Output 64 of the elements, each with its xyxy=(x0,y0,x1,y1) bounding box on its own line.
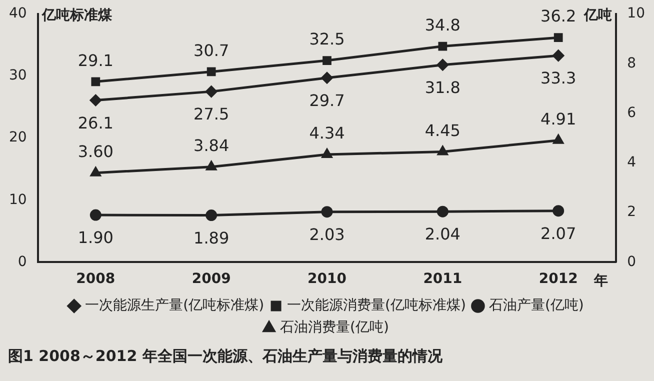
point xyxy=(552,205,564,217)
data-label: 4.45 xyxy=(424,120,460,140)
point xyxy=(321,206,333,218)
y-tick-label: 20 xyxy=(8,130,27,146)
point xyxy=(206,161,216,170)
point xyxy=(206,67,216,76)
data-label: 2.07 xyxy=(540,224,576,243)
data-label: 29.1 xyxy=(78,50,114,70)
y-tick-label: 30 xyxy=(8,68,27,84)
x-tick-label: 2011 xyxy=(423,271,462,288)
y2-tick-label: 8 xyxy=(627,55,636,72)
x-tick-label: 2008 xyxy=(76,271,116,288)
point xyxy=(552,50,564,62)
y2-tick-label: 10 xyxy=(627,6,646,22)
point xyxy=(322,148,332,158)
y-tick-label: 10 xyxy=(8,192,27,208)
point xyxy=(436,206,448,218)
point xyxy=(90,209,102,221)
y2-tick-label: 6 xyxy=(627,104,636,121)
legend-label: 石油消费量(亿吨) xyxy=(280,320,389,336)
text: 图1 2008～2012 年全国一次能源、石油生产量与消费量的情况 xyxy=(7,346,444,367)
data-label: 4.34 xyxy=(309,124,345,143)
point xyxy=(553,134,564,144)
data-label: 29.7 xyxy=(309,91,345,110)
x-tick-label: 2012 xyxy=(538,271,578,288)
legend-label: 一次能源消费量(亿吨标准煤) xyxy=(287,298,466,314)
data-label: 1.89 xyxy=(194,228,230,248)
data-label: 36.2 xyxy=(540,6,576,26)
data-label: 31.8 xyxy=(424,78,460,98)
data-label: 1.90 xyxy=(78,228,114,248)
y2-axis-title: 亿吨 xyxy=(583,8,612,24)
y-axis-title: 亿吨标准煤 xyxy=(40,8,113,24)
data-label: 2.04 xyxy=(424,224,460,244)
data-label: 3.84 xyxy=(194,136,230,156)
point xyxy=(438,146,448,156)
legend-label: 石油产量(亿吨) xyxy=(488,298,584,314)
y2-tick-label: 4 xyxy=(627,154,636,171)
y-tick-label: 0 xyxy=(18,254,27,270)
data-label: 33.3 xyxy=(540,68,576,88)
point xyxy=(206,86,218,98)
point xyxy=(90,167,101,176)
point xyxy=(322,56,332,65)
data-label: 30.7 xyxy=(194,40,230,60)
data-label: 27.5 xyxy=(194,104,230,124)
y2-tick-label: 0 xyxy=(627,254,636,270)
x-axis-title: 年 xyxy=(593,272,608,289)
point xyxy=(436,59,448,71)
point xyxy=(90,94,102,106)
data-label: 3.60 xyxy=(78,142,114,162)
data-label: 26.1 xyxy=(78,113,114,132)
point xyxy=(321,72,333,84)
y2-tick-label: 2 xyxy=(627,204,636,220)
data-label: 4.91 xyxy=(540,109,576,128)
data-label: 32.5 xyxy=(309,30,345,49)
point xyxy=(91,77,100,86)
legend-label: 一次能源生产量(亿吨标准煤) xyxy=(85,298,264,314)
x-tick-label: 2009 xyxy=(192,271,231,288)
data-label: 34.8 xyxy=(424,15,460,34)
point xyxy=(554,33,563,42)
x-tick-label: 2010 xyxy=(308,271,347,288)
data-label: 2.03 xyxy=(309,224,345,244)
point xyxy=(438,42,448,51)
point xyxy=(206,210,218,222)
y-tick-label: 40 xyxy=(8,6,27,22)
